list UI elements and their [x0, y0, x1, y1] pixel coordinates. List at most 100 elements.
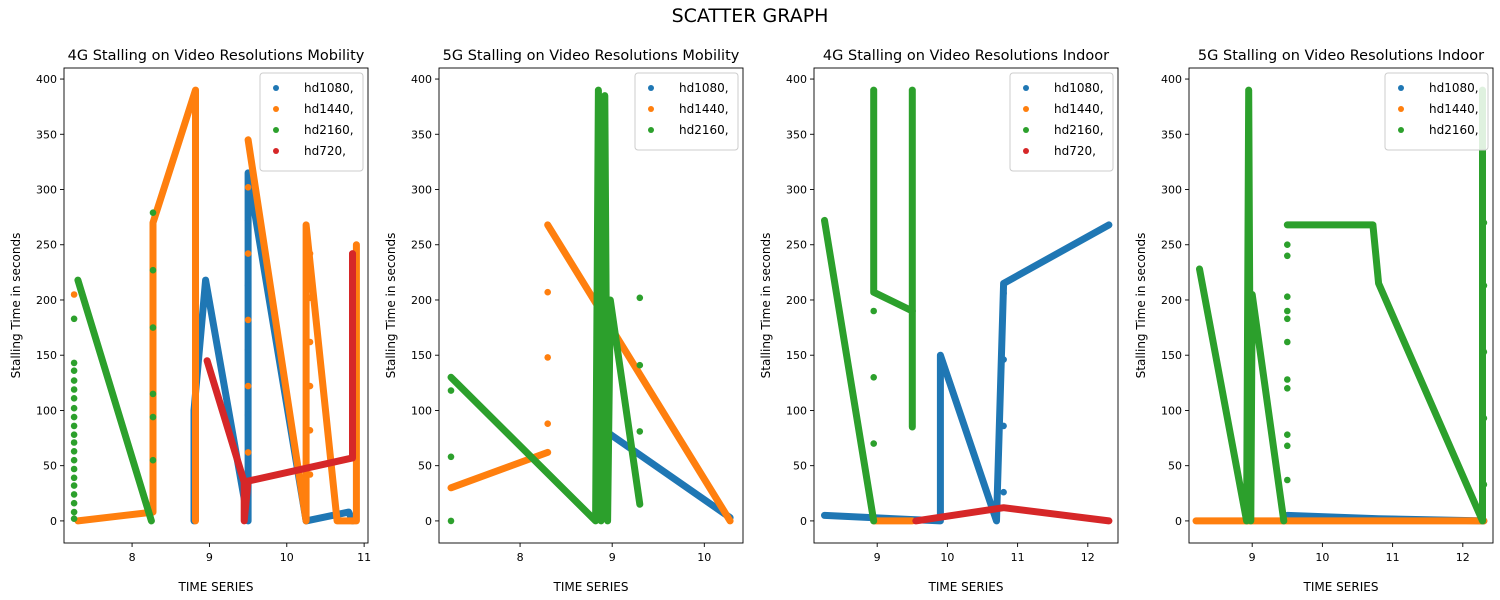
x-tick-label: 9 — [1249, 551, 1256, 564]
subplot-title: 4G Stalling on Video Resolutions Indoor — [823, 48, 1109, 64]
series-trace — [244, 136, 360, 525]
data-point — [1284, 241, 1291, 248]
data-point — [149, 456, 157, 464]
y-axis-label: Stalling Time in seconds — [9, 233, 23, 379]
data-point — [306, 471, 314, 478]
data-point — [70, 448, 78, 455]
data-point — [447, 453, 455, 461]
data-point — [870, 374, 877, 381]
y-tick-label: 300 — [786, 184, 807, 197]
y-axis-label: Stalling Time in seconds — [384, 233, 398, 379]
legend-marker — [1398, 127, 1404, 133]
data-point — [1284, 338, 1291, 346]
data-point — [70, 456, 78, 464]
y-tick-label: 150 — [1161, 349, 1182, 362]
data-point — [244, 282, 252, 289]
y-tick-label: 50 — [43, 460, 57, 473]
data-point — [244, 184, 252, 191]
subplot-4: 5G Stalling on Video Resolutions Indoor 0… — [1134, 48, 1494, 594]
series-trace — [821, 216, 878, 525]
series-hd720 — [203, 250, 356, 525]
legend: hd1080, hd1440, hd2160, — [634, 72, 739, 151]
data-point — [1000, 422, 1007, 430]
axes-frame — [1188, 67, 1494, 544]
data-point — [1284, 442, 1291, 450]
axes-frame — [63, 67, 369, 544]
series-trace — [74, 86, 199, 525]
y-tick-label: 350 — [36, 128, 57, 141]
x-tick-label: 8 — [517, 551, 524, 564]
data-point — [306, 250, 314, 257]
legend: hd1080, hd1440, hd2160, — [1384, 72, 1489, 151]
x-tick-label: 10 — [940, 551, 954, 564]
data-point — [149, 398, 157, 405]
x-axis-label: TIME SERIES — [553, 580, 629, 594]
data-point — [149, 209, 157, 216]
legend-label: hd2160, — [1429, 123, 1479, 137]
axes-frame — [813, 67, 1119, 544]
data-point — [244, 346, 252, 354]
legend-label: hd1080, — [304, 81, 354, 95]
figure-title: SCATTER GRAPH — [671, 5, 829, 27]
y-axis-label: Stalling Time in seconds — [759, 233, 773, 379]
legend-marker — [648, 127, 654, 133]
data-point — [149, 332, 157, 339]
data-point — [70, 395, 78, 402]
x-tick-label: 10 — [280, 551, 294, 564]
data-point — [1480, 282, 1488, 289]
legend-label: hd1080, — [1429, 81, 1479, 95]
legend-box — [1384, 72, 1489, 151]
x-tick-label: 9 — [609, 551, 616, 564]
y-tick-label: 150 — [786, 349, 807, 362]
legend-marker — [1398, 106, 1404, 112]
series-hd2160 — [70, 209, 157, 525]
y-axis-label: Stalling Time in seconds — [1134, 233, 1148, 379]
data-point — [149, 390, 157, 398]
y-tick-label: 350 — [1161, 128, 1182, 141]
y-tick-label: 150 — [411, 349, 432, 362]
data-point — [70, 404, 78, 412]
data-point — [1284, 315, 1291, 323]
y-tick-label: 250 — [786, 239, 807, 252]
legend-marker — [273, 148, 279, 154]
data-point — [306, 338, 314, 346]
data-point — [447, 517, 455, 525]
legend-box — [634, 72, 739, 151]
y-tick-label: 150 — [36, 349, 57, 362]
legend-marker — [273, 127, 279, 133]
data-point — [70, 377, 78, 384]
data-point — [70, 431, 78, 439]
subplot-1: 4G Stalling on Video Resolutions Mobilit… — [9, 48, 371, 594]
y-tick-label: 50 — [1168, 460, 1182, 473]
data-point — [70, 508, 78, 516]
series-hd1440 — [447, 221, 734, 525]
y-tick-label: 400 — [786, 73, 807, 86]
axes-frame — [438, 67, 744, 544]
data-point — [870, 307, 877, 315]
legend-marker — [1023, 148, 1029, 154]
x-tick-label: 10 — [697, 551, 711, 564]
legend: hd1080, hd1440, hd2160, hd720, — [1009, 72, 1114, 172]
data-point — [70, 491, 78, 498]
subplot-3: 4G Stalling on Video Resolutions Indoor 0… — [759, 48, 1119, 594]
y-tick-label: 250 — [411, 239, 432, 252]
data-point — [1480, 348, 1488, 356]
legend-label: hd720, — [304, 144, 346, 158]
y-tick-label: 300 — [1161, 184, 1182, 197]
data-point — [1480, 219, 1488, 226]
data-point — [306, 427, 314, 434]
series-trace — [447, 86, 644, 525]
subplot-title: 5G Stalling on Video Resolutions Indoor — [1198, 48, 1484, 64]
series-trace — [544, 221, 734, 525]
data-point — [70, 386, 78, 393]
y-tick-label: 250 — [1161, 239, 1182, 252]
data-point — [70, 291, 78, 298]
data-point — [447, 387, 455, 394]
legend-marker — [1023, 127, 1029, 133]
series-hd2160 — [821, 86, 916, 525]
legend-marker — [648, 85, 654, 91]
data-point — [306, 294, 314, 302]
legend-label: hd1440, — [1429, 102, 1479, 116]
data-point — [1284, 385, 1291, 392]
x-tick-label: 10 — [1315, 551, 1329, 564]
